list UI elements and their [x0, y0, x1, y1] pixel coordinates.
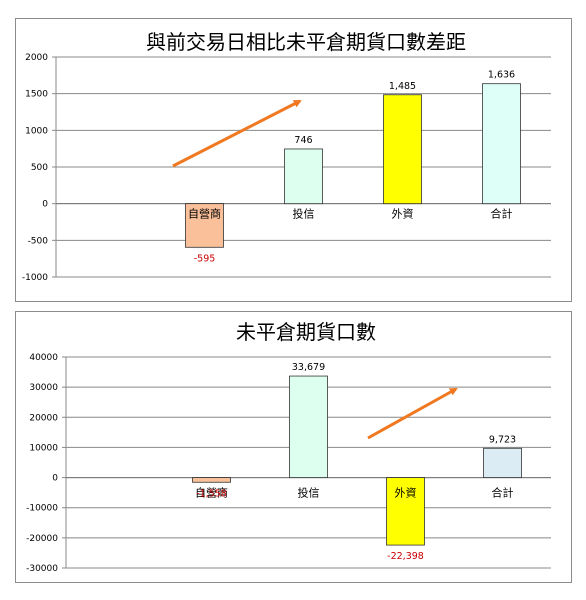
bar	[483, 447, 522, 478]
data-label: 1,485	[389, 81, 416, 92]
chart-title: 與前交易日相比未平倉期貨口數差距	[146, 30, 466, 54]
y-tick-label: 0	[52, 474, 58, 484]
bar	[386, 477, 425, 546]
bar	[192, 477, 231, 483]
trend-arrow	[172, 99, 302, 168]
data-label: 746	[294, 135, 312, 146]
chart-open-interest-svg: 未平倉期貨口數 40000 30000 20000 10000 0 -10000 -2000…	[26, 320, 551, 574]
category-label: 投信	[298, 486, 320, 500]
y-tick-label: 500	[31, 163, 48, 173]
y-tick-label: 40000	[29, 353, 58, 363]
category-label: 自營商	[188, 207, 221, 221]
chart-change-svg: 與前交易日相比未平倉期貨口數差距 2000 1500 1000 500 0 -500 -10…	[22, 30, 551, 283]
chart-panel-change: 與前交易日相比未平倉期貨口數差距 2000 1500 1000 500 0 -500 -10…	[15, 18, 572, 302]
y-tick-label: 10000	[29, 443, 58, 453]
bar	[482, 83, 521, 205]
y-tick-label: -30000	[26, 564, 58, 574]
category-label: 外資	[395, 487, 417, 500]
bar	[185, 203, 224, 248]
y-tick-label: 2000	[25, 53, 48, 63]
category-label: 合計	[491, 207, 513, 221]
y-tick-label: -500	[28, 236, 49, 246]
data-label: 33,679	[292, 362, 325, 373]
y-tick-label: 0	[42, 200, 48, 210]
category-label: 外資	[392, 208, 414, 221]
y-tick-label: -1000	[22, 273, 48, 283]
data-label: 9,723	[489, 434, 516, 445]
y-tick-label: 20000	[29, 413, 58, 423]
bar	[383, 94, 422, 205]
data-label: 1,636	[488, 70, 515, 81]
data-label: -1,558	[196, 488, 227, 499]
bar	[284, 148, 323, 205]
category-label: 投信	[293, 207, 315, 221]
trend-arrow	[367, 387, 458, 440]
bar	[289, 375, 328, 478]
category-label: 自營商	[195, 486, 228, 500]
y-tick-label: 1500	[25, 90, 48, 100]
data-label: -595	[194, 253, 216, 264]
data-label: -22,398	[387, 551, 424, 562]
category-label: 合計	[492, 486, 514, 500]
y-tick-label: 1000	[25, 126, 48, 136]
chart-panel-open-interest: 未平倉期貨口數 40000 30000 20000 10000 0 -10000 -2000…	[15, 311, 572, 583]
chart-title: 未平倉期貨口數	[236, 320, 376, 344]
y-tick-label: -20000	[26, 534, 58, 544]
y-tick-label: -10000	[26, 504, 58, 514]
y-tick-label: 30000	[29, 383, 58, 393]
